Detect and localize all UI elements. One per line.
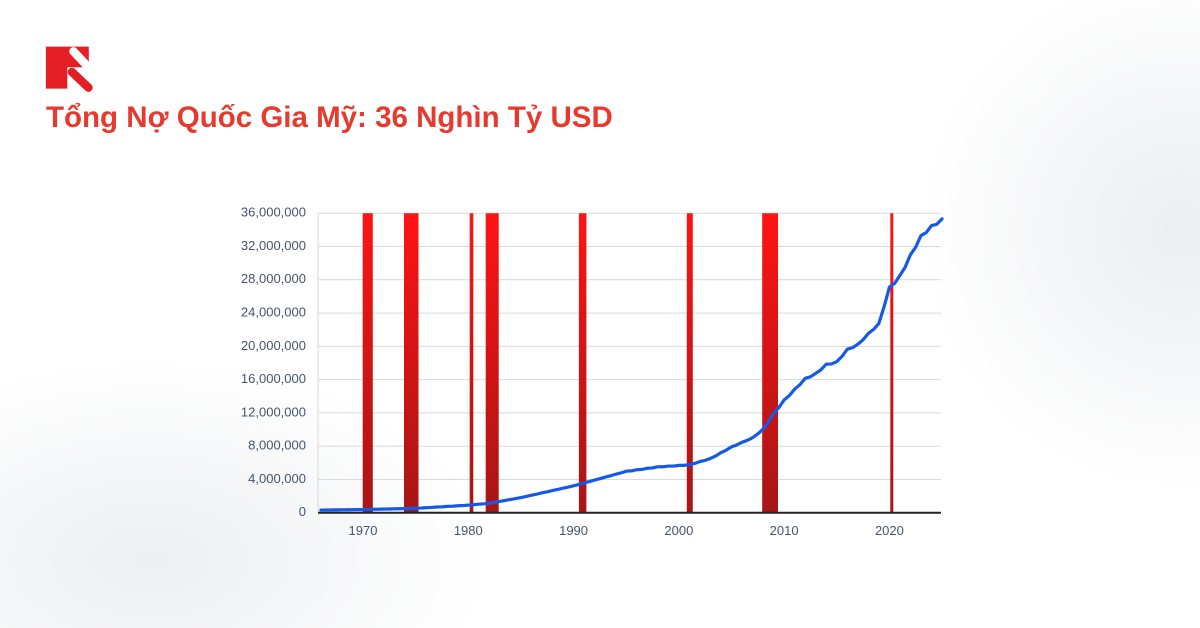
svg-text:36,000,000: 36,000,000 [241,205,306,220]
svg-text:16,000,000: 16,000,000 [241,371,306,386]
svg-text:20,000,000: 20,000,000 [241,338,306,353]
svg-text:24,000,000: 24,000,000 [241,305,306,320]
svg-text:8,000,000: 8,000,000 [248,438,306,453]
svg-text:1970: 1970 [349,523,378,538]
svg-text:1990: 1990 [559,523,588,538]
svg-text:2020: 2020 [875,523,904,538]
svg-text:12,000,000: 12,000,000 [241,404,306,419]
svg-text:2000: 2000 [664,523,693,538]
svg-text:28,000,000: 28,000,000 [241,271,306,286]
svg-text:0: 0 [299,504,306,519]
svg-text:4,000,000: 4,000,000 [248,471,306,486]
svg-text:1980: 1980 [454,523,483,538]
svg-text:2010: 2010 [770,523,799,538]
svg-text:32,000,000: 32,000,000 [241,238,306,253]
